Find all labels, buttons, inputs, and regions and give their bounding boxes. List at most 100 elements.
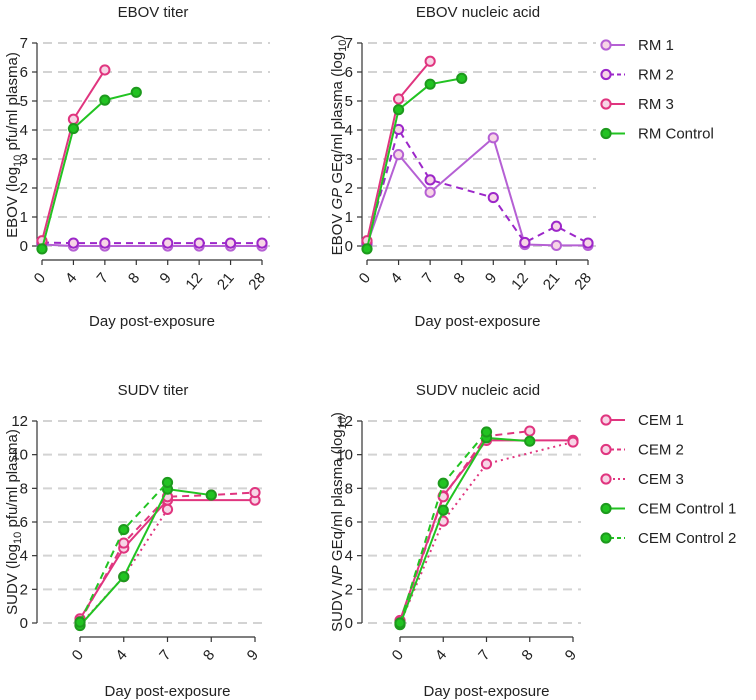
x-tick-label: 0: [389, 647, 407, 664]
legend-entry: CEM 1: [600, 412, 684, 429]
series-rm-control: [36, 86, 142, 255]
y-tick-label: 7: [345, 35, 353, 52]
y-tick-label: 6: [345, 514, 353, 531]
x-tick-label: 7: [94, 270, 112, 287]
y-tick-label: 0: [345, 238, 353, 255]
series-line: [79, 488, 212, 627]
x-tick-label: 8: [200, 647, 218, 664]
y-tick-label: 6: [20, 64, 28, 81]
data-point: [193, 237, 205, 249]
series-line: [399, 436, 530, 626]
x-tick-label: 9: [244, 647, 262, 664]
legend-label: CEM 1: [638, 412, 684, 429]
data-point: [99, 94, 111, 106]
data-point: [99, 237, 111, 249]
data-point: [249, 486, 261, 499]
data-point: [256, 237, 268, 249]
x-axis-label: Day post-exposure: [89, 313, 215, 330]
data-point: [519, 236, 531, 249]
y-tick-label: 1: [345, 209, 353, 226]
legend-entry: RM 2: [600, 67, 674, 84]
data-point: [480, 426, 493, 438]
legend-label: RM 3: [638, 96, 674, 113]
x-tick-label: 21: [214, 270, 238, 294]
x-tick-label: 8: [450, 270, 468, 287]
series-cem-3: [74, 503, 174, 631]
y-tick-label: 2: [20, 180, 28, 197]
series-cem-control-2: [394, 426, 493, 629]
y-tick-label: 12: [11, 413, 28, 430]
data-point: [205, 489, 217, 501]
legend-label: RM 1: [638, 37, 674, 54]
chart-title: EBOV titer: [118, 4, 189, 21]
data-point: [524, 425, 536, 437]
x-tick-label: 28: [571, 270, 595, 294]
x-tick-label: 7: [475, 647, 493, 664]
y-tick-label: 4: [345, 122, 353, 139]
legend-marker: [600, 127, 612, 140]
y-axis-label: EBOV GP GEq/ml plasma (log10): [329, 35, 349, 256]
chart-title: SUDV titer: [118, 382, 189, 399]
data-point: [130, 86, 142, 98]
legend-label: CEM 3: [638, 471, 684, 488]
series-rm-1: [361, 132, 594, 252]
chart-title: SUDV nucleic acid: [416, 382, 540, 399]
x-tick-label: 7: [419, 270, 437, 287]
panel-sudv-nucleic-acid: SUDV nucleic acid 0 2 4 6 8 10 12 0 4 7 8 9 Day post-…: [329, 382, 581, 700]
x-tick-label: 9: [562, 647, 580, 664]
series-cem-3: [394, 436, 579, 630]
x-axis-label: Day post-exposure: [424, 683, 550, 700]
y-tick-label: 0: [20, 238, 28, 255]
data-point: [67, 113, 80, 125]
data-point: [36, 243, 48, 255]
y-axis-label: EBOV (log10 pfu/ml plasma): [4, 52, 24, 238]
data-point: [437, 504, 449, 516]
y-tick-label: 8: [20, 480, 28, 497]
y-tick-label: 7: [20, 35, 28, 52]
legend-rm: RM 1 RM 2 RM 3 RM Control: [600, 37, 714, 143]
data-point: [392, 93, 405, 105]
y-tick-label: 8: [345, 480, 353, 497]
data-point: [161, 503, 174, 515]
x-tick-label: 9: [482, 270, 500, 287]
y-tick-label: 12: [336, 413, 353, 430]
legend-marker: [600, 443, 612, 456]
y-tick-label: 0: [345, 615, 353, 632]
x-tick-label: 28: [245, 270, 269, 294]
x-tick-label: 8: [125, 270, 143, 287]
series-line: [399, 430, 530, 623]
data-point: [99, 64, 111, 76]
x-tick-label: 4: [112, 647, 130, 664]
y-axis-label: SUDV (log10 pfu/ml plasma): [4, 429, 24, 615]
y-tick-label: 5: [20, 93, 28, 110]
legend-marker: [600, 39, 612, 51]
y-tick-label: 4: [20, 548, 28, 565]
y-tick-label: 6: [345, 64, 353, 81]
x-tick-label: 4: [387, 270, 405, 287]
series-rm-2: [361, 123, 594, 249]
legend-label: CEM Control 2: [638, 530, 736, 547]
data-point: [550, 220, 563, 232]
y-tick-label: 4: [345, 548, 353, 565]
x-tick-label: 7: [156, 647, 174, 664]
legend-label: RM 2: [638, 67, 674, 84]
y-tick-label: 2: [345, 581, 353, 598]
y-tick-label: 10: [11, 447, 28, 464]
y-tick-label: 4: [20, 122, 28, 139]
legend-entry: CEM 3: [600, 471, 684, 488]
data-point: [394, 617, 406, 629]
data-point: [550, 239, 563, 252]
series-line: [79, 499, 255, 620]
legend-entry: RM 1: [600, 37, 674, 54]
series-line: [399, 441, 574, 625]
legend-cem: CEM 1 CEM 2 CEM 3 CEM Control 1 CEM Control …: [600, 412, 736, 547]
y-tick-label: 1: [20, 209, 28, 226]
legend-entry: CEM 2: [600, 442, 684, 459]
x-tick-label: 12: [182, 270, 206, 294]
data-point: [118, 523, 130, 536]
y-tick-label: 10: [336, 447, 353, 464]
x-tick-label: 9: [156, 270, 174, 287]
y-tick-label: 6: [20, 514, 28, 531]
x-tick-label: 8: [518, 647, 536, 664]
data-point: [392, 149, 405, 161]
